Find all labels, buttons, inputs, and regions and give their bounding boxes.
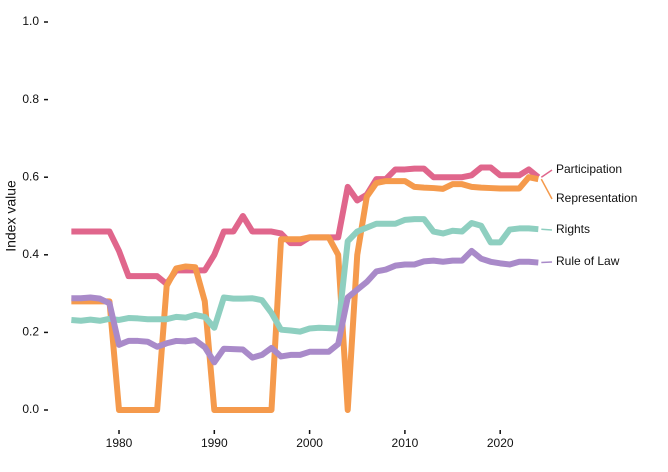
series-label: Participation	[556, 162, 622, 176]
series-label: Representation	[556, 191, 637, 205]
label-leader	[540, 169, 553, 178]
y-tick-label: 0.8	[22, 92, 39, 106]
series-line	[71, 247, 539, 366]
y-axis-title: Index value	[3, 180, 19, 252]
series-label: Rights	[556, 222, 590, 236]
y-tick-label: 0.4	[22, 247, 39, 261]
y-tick-label: 0.2	[22, 325, 39, 339]
series-label: Rule of Law	[556, 254, 620, 268]
x-tick-label: 1980	[106, 436, 133, 450]
label-leader	[541, 228, 553, 231]
label-leader	[541, 261, 553, 264]
x-tick-label: 2000	[296, 436, 323, 450]
series-line	[71, 216, 539, 335]
x-tick-label: 1990	[201, 436, 228, 450]
label-leader	[540, 178, 553, 200]
x-tick-label: 2010	[392, 436, 419, 450]
y-tick-label: 0.0	[22, 402, 39, 416]
y-tick-label: 0.6	[22, 169, 39, 183]
y-tick-label: 1.0	[22, 14, 39, 28]
series-line	[71, 174, 539, 413]
x-tick-label: 2020	[487, 436, 514, 450]
